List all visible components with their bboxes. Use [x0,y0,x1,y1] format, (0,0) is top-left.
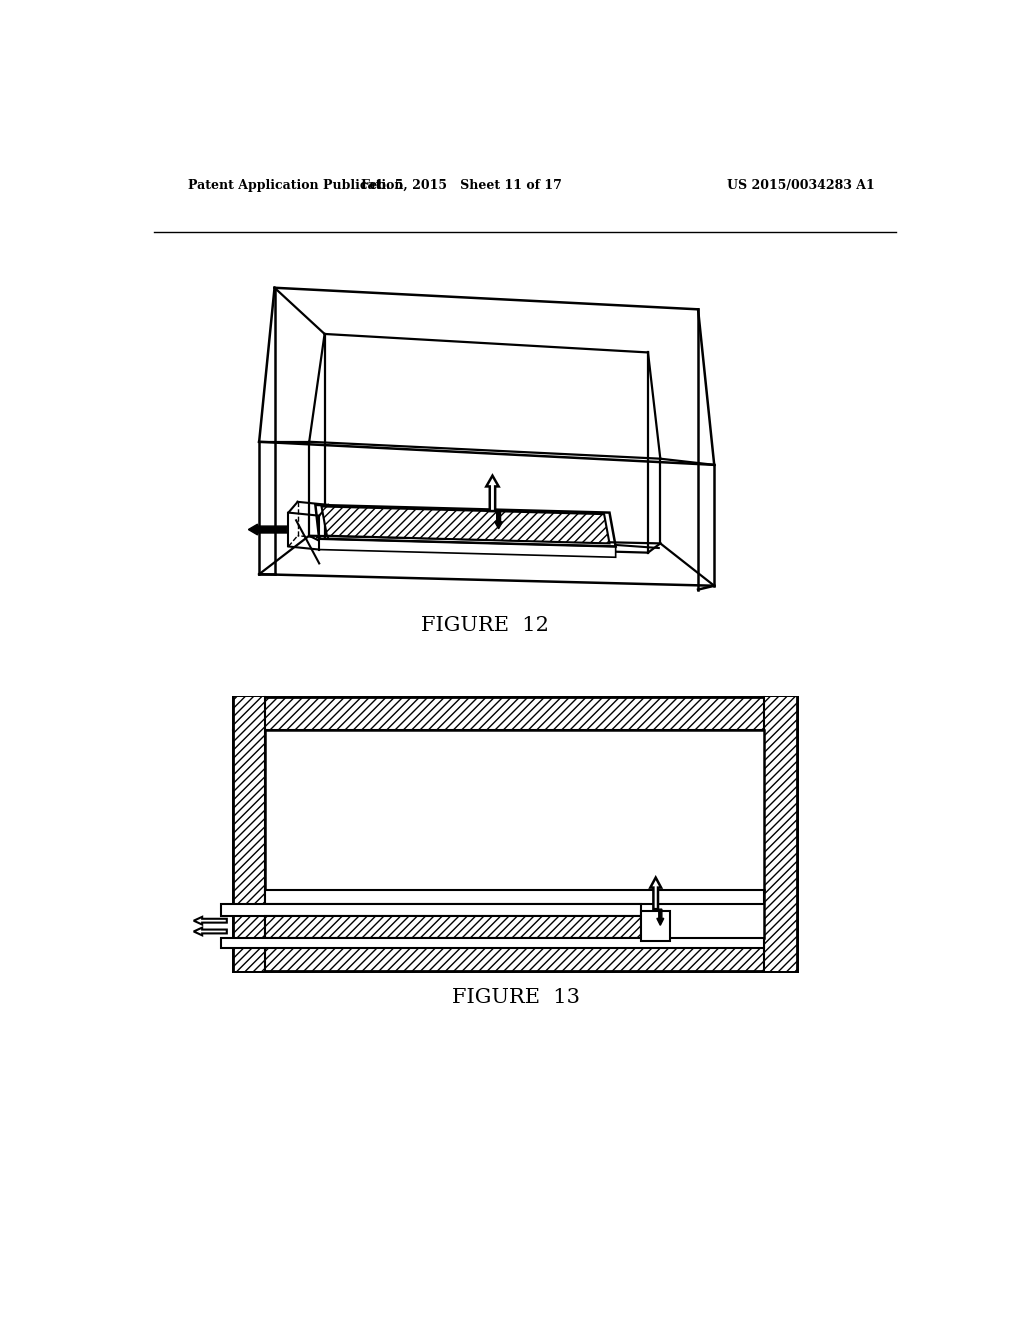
Bar [221,937,764,949]
Bar [764,697,797,970]
Bar [265,730,764,939]
Bar [233,697,797,970]
Polygon shape [322,507,609,544]
Text: US 2015/0034283 A1: US 2015/0034283 A1 [727,178,874,191]
FancyArrow shape [486,475,499,511]
Bar [233,697,265,970]
FancyArrow shape [194,917,226,924]
Text: Patent Application Publication: Patent Application Publication [188,178,403,191]
Text: FIGURE  12: FIGURE 12 [421,616,549,635]
Bar [233,939,797,970]
FancyArrow shape [650,878,662,909]
Bar [265,890,764,904]
Text: Feb. 5, 2015   Sheet 11 of 17: Feb. 5, 2015 Sheet 11 of 17 [361,178,562,191]
Bar [265,916,641,937]
Bar [221,904,641,916]
Polygon shape [319,539,615,557]
Bar [641,911,671,941]
Bar [233,697,797,730]
FancyArrow shape [495,511,503,529]
FancyArrow shape [249,524,287,535]
FancyArrow shape [656,909,664,925]
Text: FIGURE  13: FIGURE 13 [452,989,580,1007]
FancyArrow shape [194,928,226,936]
